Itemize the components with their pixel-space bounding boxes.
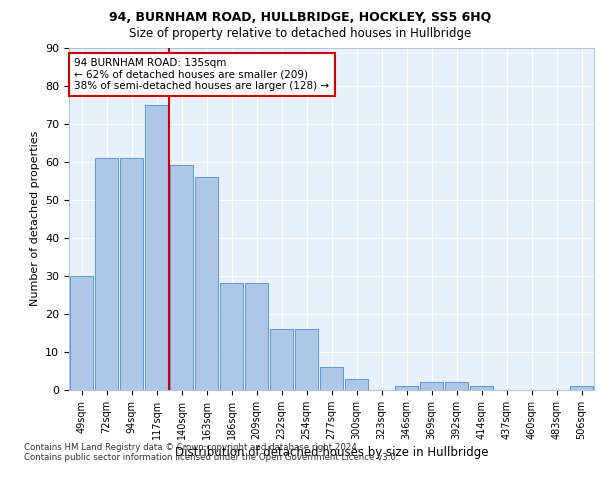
Bar	[170, 166, 193, 390]
Bar	[245, 284, 268, 390]
Bar	[420, 382, 443, 390]
Bar	[195, 177, 218, 390]
Text: Size of property relative to detached houses in Hullbridge: Size of property relative to detached ho…	[129, 28, 471, 40]
Bar	[470, 386, 493, 390]
Bar	[395, 386, 418, 390]
Bar	[70, 276, 93, 390]
Bar	[145, 104, 168, 390]
Bar	[295, 329, 318, 390]
Y-axis label: Number of detached properties: Number of detached properties	[29, 131, 40, 306]
Bar	[95, 158, 118, 390]
Bar	[570, 386, 593, 390]
Bar	[345, 378, 368, 390]
Bar	[120, 158, 143, 390]
Text: 94 BURNHAM ROAD: 135sqm
← 62% of detached houses are smaller (209)
38% of semi-d: 94 BURNHAM ROAD: 135sqm ← 62% of detache…	[74, 58, 329, 91]
Text: 94, BURNHAM ROAD, HULLBRIDGE, HOCKLEY, SS5 6HQ: 94, BURNHAM ROAD, HULLBRIDGE, HOCKLEY, S…	[109, 11, 491, 24]
Bar	[445, 382, 468, 390]
Bar	[270, 329, 293, 390]
Text: Contains HM Land Registry data © Crown copyright and database right 2024.
Contai: Contains HM Land Registry data © Crown c…	[24, 442, 398, 462]
X-axis label: Distribution of detached houses by size in Hullbridge: Distribution of detached houses by size …	[175, 446, 488, 459]
Bar	[220, 284, 243, 390]
Bar	[320, 367, 343, 390]
